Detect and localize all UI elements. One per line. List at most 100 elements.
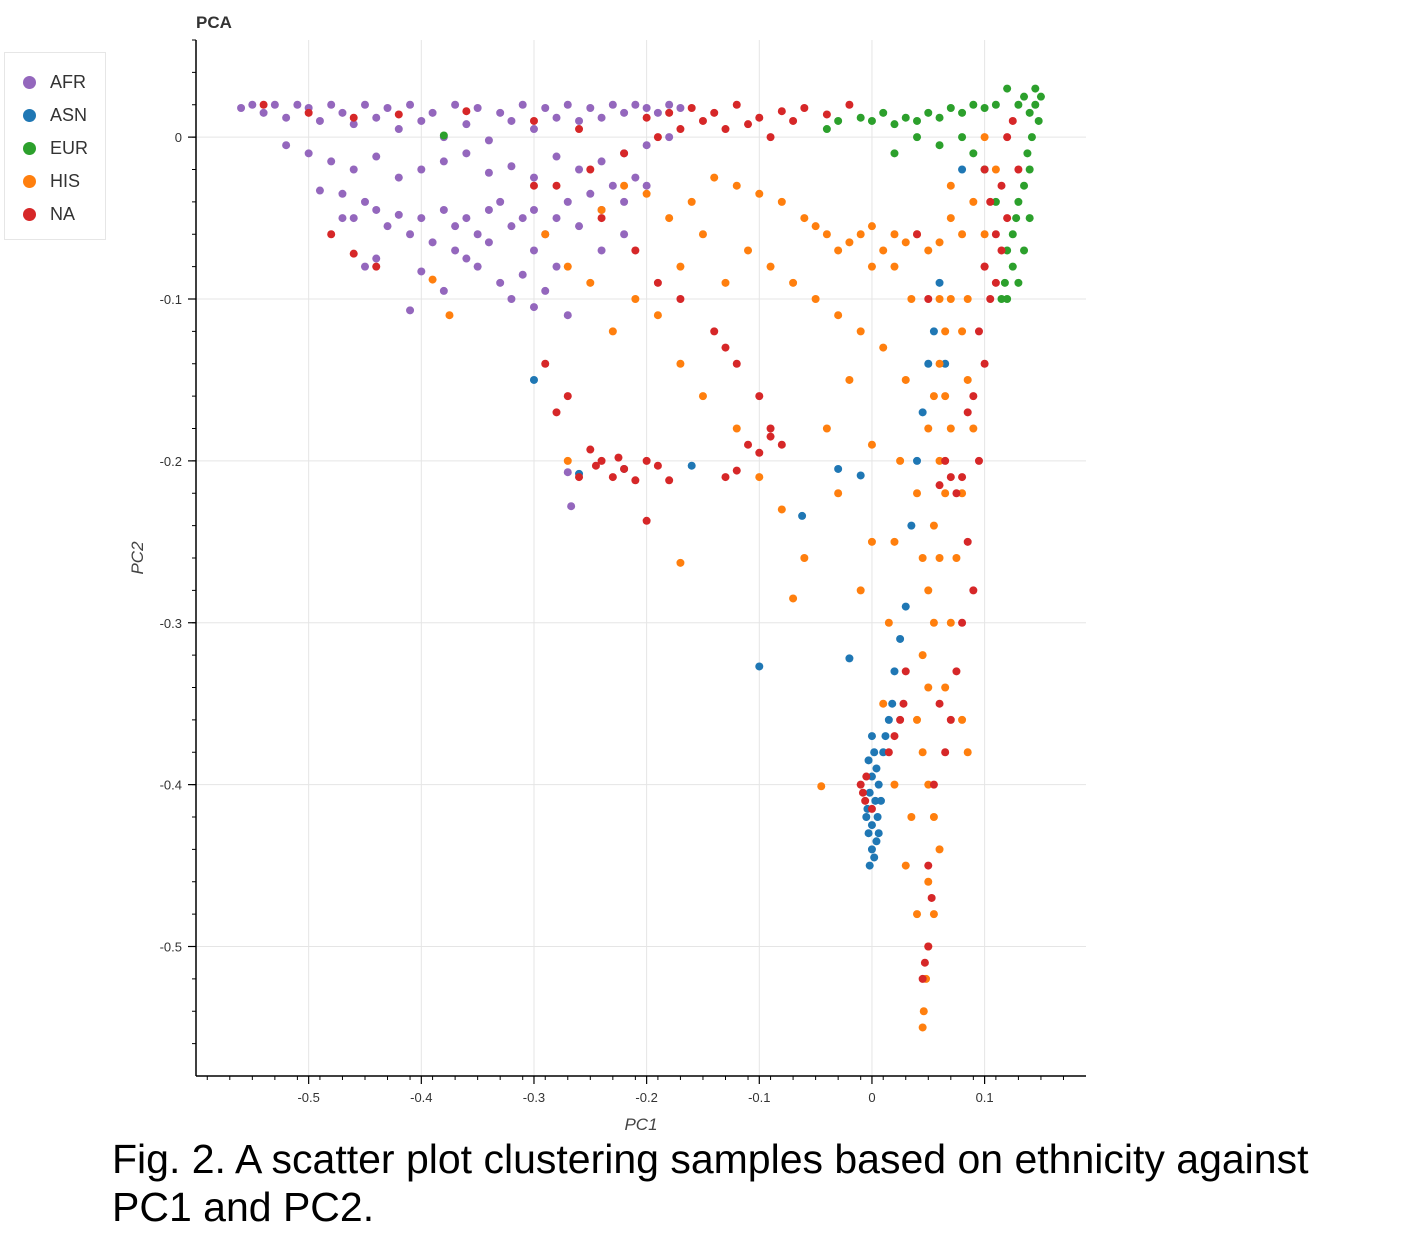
series-asn [529,165,967,870]
data-point-afr [338,108,347,117]
data-point-na [744,120,753,129]
data-point-his [845,375,854,384]
data-point-na [732,100,741,109]
data-point-eur [913,116,922,125]
data-point-na [952,667,961,676]
data-point-afr [575,222,584,231]
data-point-na [755,392,764,401]
data-point-na [642,113,651,122]
data-point-afr [631,100,640,109]
data-point-afr [338,214,347,223]
data-point-afr [620,108,629,117]
data-point-his [563,262,572,271]
data-point-na [394,110,403,119]
data-point-afr [394,173,403,182]
data-point-his [958,327,967,336]
data-point-asn [924,359,933,368]
data-point-his [676,558,685,567]
data-point-afr [473,230,482,239]
data-point-his [879,246,888,255]
data-point-eur [1023,149,1032,158]
data-point-his [907,295,916,303]
data-point-afr [462,120,471,129]
data-point-na [861,796,870,805]
data-point-asn [798,511,807,520]
data-point-eur [867,116,876,125]
data-point-afr [586,189,595,198]
data-point-his [822,424,831,433]
data-point-afr [360,100,369,109]
data-point-afr [428,238,437,247]
data-point-na [755,113,764,122]
data-point-na [924,861,933,870]
data-point-afr [563,100,572,109]
data-point-na [349,113,358,122]
data-point-na [575,473,584,482]
data-point-his [755,473,764,482]
data-point-eur [1012,214,1021,223]
data-point-his [608,327,617,336]
data-point-afr [473,262,482,271]
data-point-na [958,473,967,482]
data-point-his [744,246,753,255]
data-point-his [924,424,933,433]
data-point-afr [586,103,595,112]
data-point-his [918,1023,927,1032]
data-point-his [676,359,685,368]
data-point-his [980,133,989,142]
data-point-na [766,424,775,433]
x-tick-label: -0.3 [523,1090,545,1105]
data-point-eur [822,125,831,134]
data-point-his [710,173,719,182]
data-point-na [997,181,1006,190]
data-point-na [896,715,905,724]
data-point-afr [270,100,279,109]
data-point-his [890,262,899,271]
data-point-his [935,456,944,465]
data-point-afr [451,246,460,255]
data-point-his [918,651,927,660]
data-point-na [952,489,961,498]
data-point-his [834,311,843,320]
data-point-eur [1025,214,1034,223]
data-point-afr [406,100,415,109]
data-point-afr [653,108,662,117]
data-point-asn [918,408,927,417]
data-point-asn [884,715,893,724]
data-point-na [997,246,1006,255]
data-point-na [822,110,831,119]
data-point-his [941,489,950,498]
data-point-afr [439,286,448,295]
data-point-his [789,594,798,603]
legend-label: HIS [50,170,81,191]
data-point-eur [1031,100,1040,109]
data-point-asn [864,829,873,838]
data-point-na [986,197,995,206]
data-point-his [929,392,938,401]
series-eur [439,84,1045,303]
data-point-na [653,133,662,142]
data-point-his [766,262,775,271]
data-point-eur [1020,92,1029,101]
data-point-his [834,489,843,498]
data-point-afr [315,186,324,195]
data-point-na [608,473,617,482]
data-point-his [969,197,978,206]
data-point-his [907,813,916,821]
data-point-his [732,181,741,190]
data-point-his [918,748,927,757]
data-point-na [676,295,685,303]
data-point-eur [1020,181,1029,190]
data-point-na [986,295,995,303]
data-point-his [946,618,955,627]
series-na [259,100,1023,983]
data-point-na [991,230,1000,239]
data-point-his [958,715,967,724]
data-point-afr [293,100,302,109]
y-tick-label: -0.5 [160,940,182,955]
data-point-afr [315,116,324,125]
data-point-na [563,392,572,401]
data-point-his [929,618,938,627]
data-point-na [462,107,471,116]
data-point-afr [620,197,629,206]
